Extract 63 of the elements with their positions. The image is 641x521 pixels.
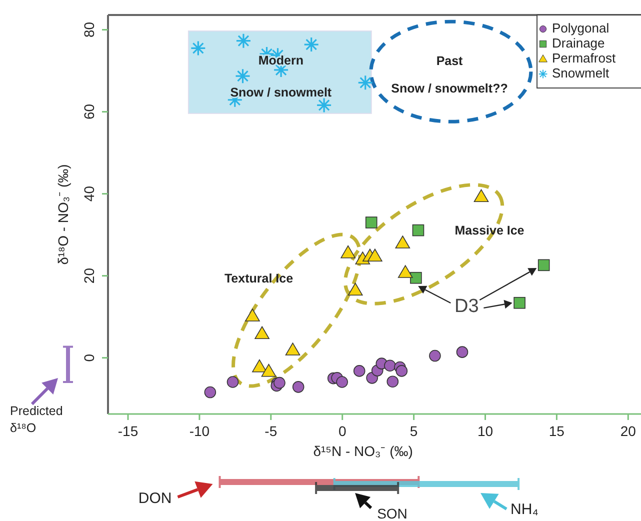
y-tick-label: 80 xyxy=(81,22,97,38)
point xyxy=(204,386,216,398)
legend-label: Snowmelt xyxy=(552,65,610,80)
point xyxy=(395,236,410,248)
point xyxy=(384,360,396,372)
point xyxy=(538,259,550,272)
point xyxy=(234,68,251,84)
y-tick-label: 0 xyxy=(81,354,97,362)
legend-label: Polygonal xyxy=(552,20,610,36)
annotation: Snow / snowmelt?? xyxy=(391,82,508,96)
point xyxy=(474,189,489,202)
x-tick-label: -10 xyxy=(189,423,210,439)
point xyxy=(429,350,441,362)
point xyxy=(412,224,424,236)
x-tick-label: 0 xyxy=(338,423,346,439)
point xyxy=(252,359,267,372)
x-tick-label: 5 xyxy=(410,423,418,439)
x-tick-label: -5 xyxy=(264,423,278,439)
point xyxy=(254,326,270,340)
point xyxy=(304,36,320,52)
y-axis-title: δ¹⁸O - NO₃⁻ (‰) xyxy=(55,164,71,265)
x-axis-title: δ¹⁵N - NO₃⁻ (‰) xyxy=(313,443,413,459)
annotation: Snow / snowmelt xyxy=(230,86,332,100)
point xyxy=(514,296,526,309)
text: SON xyxy=(377,506,408,521)
text: NH₄ xyxy=(510,500,538,518)
point xyxy=(348,282,363,296)
point xyxy=(456,346,468,358)
point xyxy=(358,74,374,90)
y-tick-label: 60 xyxy=(81,104,97,120)
point xyxy=(245,308,260,322)
annotation: Past xyxy=(436,54,464,68)
x-tick-label: 20 xyxy=(620,423,636,439)
point xyxy=(226,376,239,388)
point xyxy=(261,364,276,377)
annotation: Massive Ice xyxy=(454,223,524,238)
legend-label: Permafrost xyxy=(552,50,616,66)
point xyxy=(353,365,366,377)
y-tick-label: 40 xyxy=(81,186,97,202)
point xyxy=(274,376,286,389)
x-tick-label: 10 xyxy=(477,423,494,439)
annotation: D3 xyxy=(454,296,479,317)
annotation: Modern xyxy=(258,54,304,68)
point xyxy=(398,265,413,278)
annotation: Textural Ice xyxy=(224,271,294,286)
point xyxy=(316,97,332,114)
legend-label: Drainage xyxy=(552,35,605,50)
point xyxy=(340,245,356,258)
point xyxy=(386,376,399,388)
text: DON xyxy=(138,490,172,507)
point xyxy=(365,216,378,228)
point xyxy=(190,40,206,56)
point xyxy=(292,381,304,393)
point xyxy=(396,365,408,377)
y-tick-label: 20 xyxy=(81,268,97,284)
x-tick-label: 15 xyxy=(548,423,565,439)
point xyxy=(368,248,382,262)
point xyxy=(236,33,252,49)
point xyxy=(410,272,422,284)
point xyxy=(285,342,300,356)
text: Predicted δ¹⁸O xyxy=(10,404,63,436)
x-tick-label: -15 xyxy=(118,423,138,439)
point xyxy=(336,376,348,388)
